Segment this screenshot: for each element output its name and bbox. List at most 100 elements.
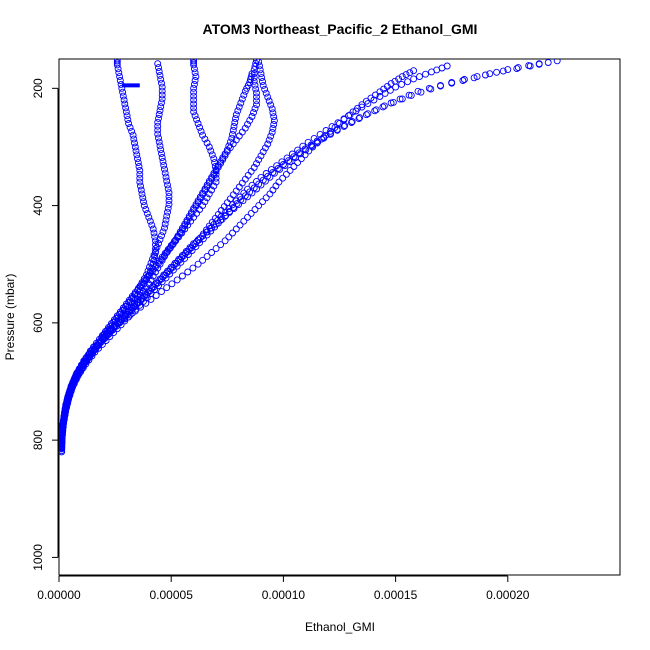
data-point <box>232 111 240 119</box>
x-tick-label: 0.00020 <box>486 588 530 602</box>
data-point <box>199 131 207 139</box>
data-point <box>137 186 145 194</box>
data-point <box>128 306 136 314</box>
data-point <box>229 130 236 138</box>
y-tick-label: 800 <box>31 430 45 450</box>
data-point <box>255 202 263 210</box>
data-point <box>232 115 239 123</box>
data-point <box>210 171 218 179</box>
data-point <box>214 219 222 227</box>
data-point <box>136 174 144 182</box>
data-point <box>525 62 533 70</box>
data-point <box>212 167 220 175</box>
data-point <box>165 193 173 201</box>
data-point <box>247 167 255 175</box>
data-point <box>304 138 312 146</box>
data-point <box>165 197 173 204</box>
data-point <box>237 196 245 204</box>
data-point <box>299 142 307 150</box>
data-point <box>240 91 248 99</box>
data-point <box>155 114 162 122</box>
data-point <box>156 107 164 115</box>
data-point <box>253 101 260 109</box>
data-point <box>173 262 181 270</box>
data-point <box>161 220 169 228</box>
data-point <box>154 60 162 68</box>
data-point <box>110 323 118 331</box>
data-point <box>513 65 521 73</box>
data-point <box>257 173 265 181</box>
data-point <box>185 212 193 220</box>
data-point <box>169 263 177 271</box>
data-point <box>153 243 161 251</box>
data-point <box>253 59 260 64</box>
data-point <box>160 161 168 169</box>
data-point <box>221 152 229 160</box>
data-point <box>164 208 171 216</box>
data-point <box>143 271 150 279</box>
data-point <box>443 62 451 70</box>
data-point <box>207 227 215 235</box>
data-point <box>150 283 158 291</box>
data-point <box>135 163 143 170</box>
data-point <box>163 177 171 185</box>
data-point <box>371 107 379 115</box>
data-point <box>138 190 146 198</box>
data-point <box>120 96 128 104</box>
data-point <box>391 77 399 85</box>
data-point <box>225 233 233 241</box>
data-point <box>267 101 275 109</box>
data-point <box>250 66 258 74</box>
data-point <box>410 67 418 75</box>
data-point <box>253 97 260 105</box>
data-point <box>169 266 177 274</box>
x-tick-label: 0.00000 <box>37 588 81 602</box>
data-point <box>158 87 166 95</box>
data-point <box>168 280 176 288</box>
data-point <box>286 166 294 174</box>
data-point <box>63 396 71 404</box>
data-point <box>155 282 162 290</box>
data-point <box>240 189 248 197</box>
data-point <box>348 118 356 125</box>
data-point <box>230 122 238 130</box>
data-point <box>407 91 415 99</box>
data-point <box>395 75 403 83</box>
data-point <box>196 123 204 131</box>
data-point <box>253 89 260 97</box>
data-point <box>252 59 260 67</box>
data-point <box>188 247 196 254</box>
data-point <box>191 77 199 84</box>
data-point <box>405 91 413 99</box>
data-point <box>226 208 233 215</box>
data-point <box>218 215 226 223</box>
series-10 <box>98 70 256 341</box>
data-point <box>174 232 182 240</box>
data-point <box>150 229 158 237</box>
data-point <box>60 412 68 419</box>
data-point <box>134 159 142 167</box>
data-point <box>203 252 211 260</box>
data-point <box>157 75 165 83</box>
data-point <box>128 127 136 135</box>
data-point <box>65 388 73 396</box>
data-point <box>221 237 229 245</box>
data-point <box>232 197 240 205</box>
data-point <box>264 93 272 101</box>
data-point <box>149 225 157 233</box>
data-point <box>244 120 251 128</box>
data-point <box>309 143 317 151</box>
data-point <box>270 113 278 121</box>
data-point <box>234 107 242 115</box>
data-point <box>203 231 211 239</box>
data-point <box>236 221 244 229</box>
data-point <box>67 384 75 392</box>
data-point <box>155 240 162 247</box>
data-point <box>229 204 237 211</box>
data-point <box>161 271 169 279</box>
data-point <box>235 132 243 140</box>
data-point <box>169 240 177 248</box>
data-point <box>499 67 507 75</box>
data-point <box>163 284 171 292</box>
data-point <box>217 241 225 249</box>
